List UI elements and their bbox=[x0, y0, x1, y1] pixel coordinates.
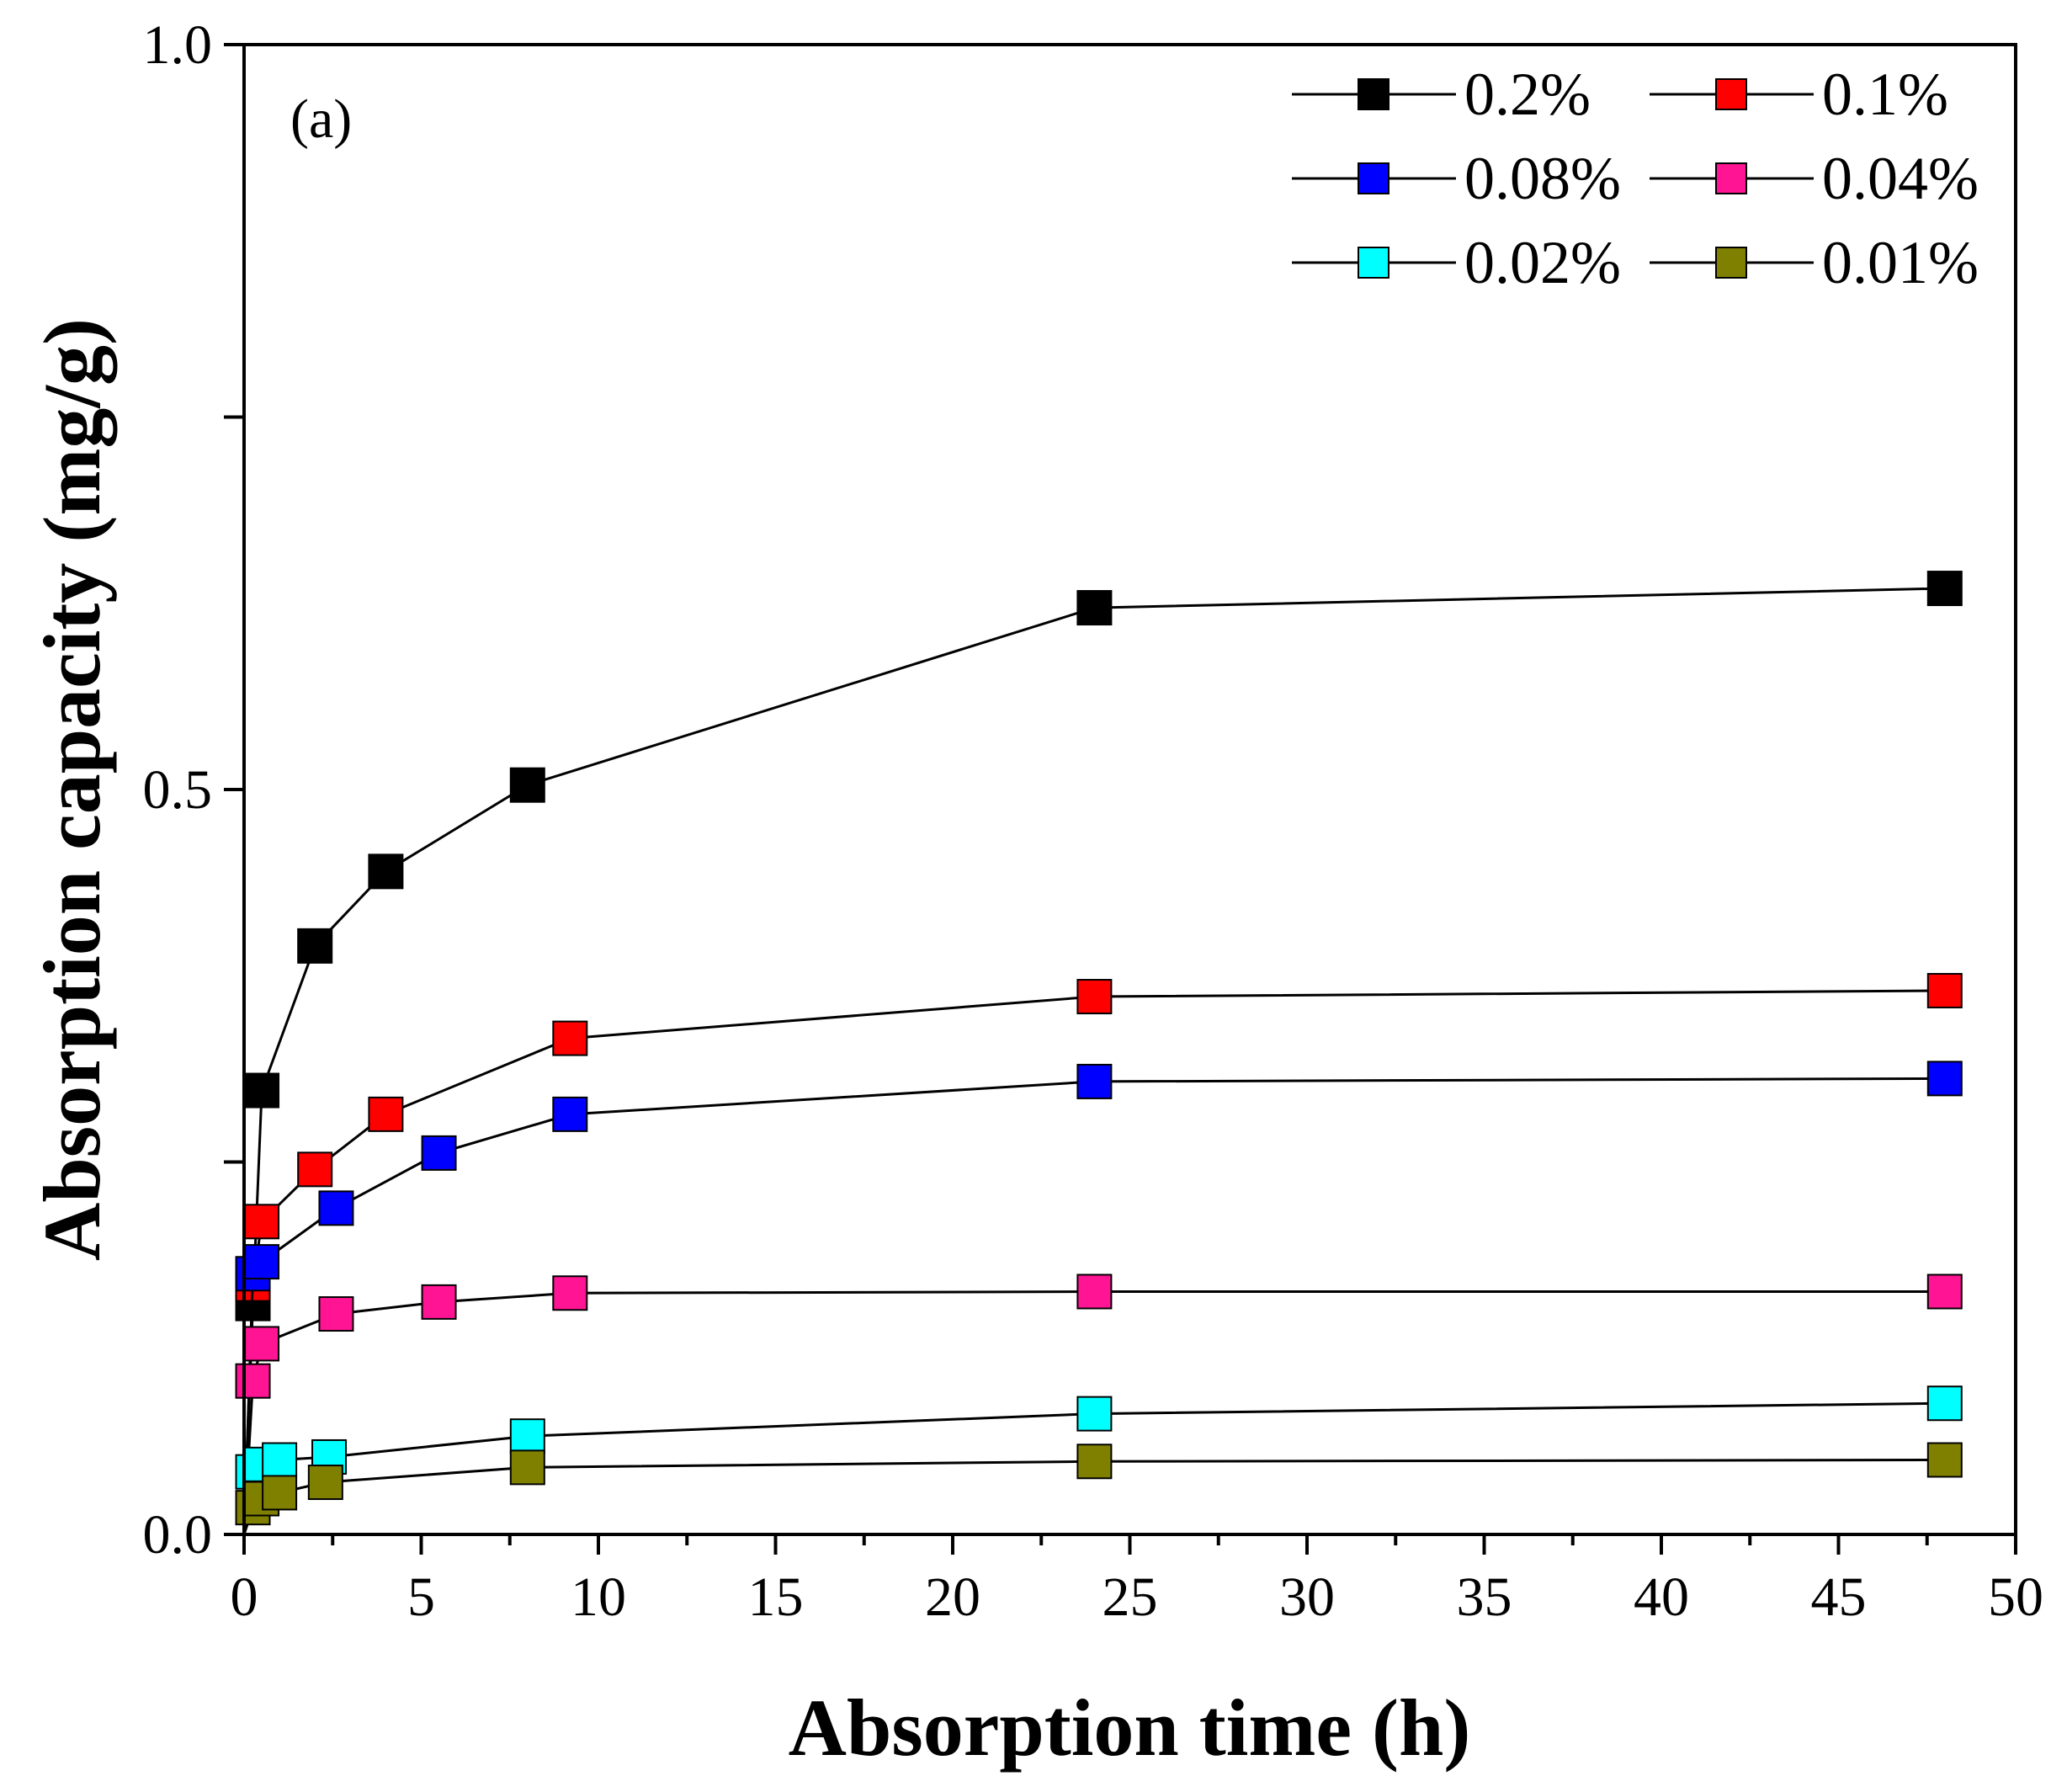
series-0p01pct bbox=[235, 1442, 1963, 1535]
data-point bbox=[509, 1449, 545, 1486]
y-tick-label: 0.0 bbox=[143, 1504, 213, 1566]
data-point bbox=[509, 767, 545, 803]
legend-label: 0.02% bbox=[1464, 229, 1621, 296]
legend-marker bbox=[1358, 162, 1389, 194]
legend: 0.2% 0.1% 0.08% 0.04% 0.02% 0.01% bbox=[1292, 61, 1979, 296]
data-point bbox=[1076, 1396, 1113, 1432]
series-0p04pct bbox=[235, 1274, 1963, 1535]
data-point bbox=[244, 1204, 280, 1240]
data-point bbox=[1926, 1274, 1963, 1310]
data-point bbox=[552, 1096, 588, 1132]
y-tick-label: 0.5 bbox=[143, 759, 213, 821]
data-point bbox=[368, 1096, 404, 1132]
data-point bbox=[1076, 590, 1113, 626]
series-0p08pct bbox=[235, 1061, 1963, 1535]
data-point bbox=[1076, 1444, 1113, 1480]
data-point bbox=[552, 1020, 588, 1056]
data-point bbox=[1076, 979, 1113, 1015]
panel-label: (a) bbox=[290, 88, 352, 150]
legend-label: 0.1% bbox=[1822, 61, 1948, 128]
legend-label: 0.01% bbox=[1822, 229, 1979, 296]
legend-label: 0.2% bbox=[1464, 61, 1591, 128]
data-point bbox=[307, 1465, 343, 1501]
legend-item-0p02pct: 0.02% bbox=[1292, 229, 1621, 296]
data-point bbox=[235, 1363, 271, 1399]
x-tick-label: 30 bbox=[1279, 1566, 1335, 1628]
y-axis-label: Absorption capacity (mg/g) bbox=[27, 318, 117, 1261]
data-point bbox=[244, 1072, 280, 1109]
legend-item-0p01pct: 0.01% bbox=[1650, 229, 1979, 296]
x-tick-label: 0 bbox=[231, 1566, 258, 1628]
x-tick-label: 45 bbox=[1811, 1566, 1867, 1628]
data-point bbox=[262, 1442, 298, 1478]
x-tick-label: 10 bbox=[571, 1566, 626, 1628]
data-point bbox=[1926, 1061, 1963, 1097]
data-point bbox=[1926, 571, 1963, 607]
legend-item-0p04pct: 0.04% bbox=[1650, 145, 1979, 212]
axis-ticks: 0 5 10 15 20 25 30 35 40 45 50 0.0 0.5 1.0 bbox=[143, 14, 2044, 1628]
y-tick-label: 1.0 bbox=[143, 14, 213, 76]
data-point bbox=[552, 1275, 588, 1311]
data-point bbox=[318, 1190, 354, 1226]
legend-item-0p1pct: 0.1% bbox=[1650, 61, 1948, 128]
data-point bbox=[297, 928, 333, 964]
data-point bbox=[244, 1244, 280, 1280]
legend-marker bbox=[1358, 247, 1389, 279]
legend-item-0p2pct: 0.2% bbox=[1292, 61, 1591, 128]
legend-marker bbox=[1715, 247, 1747, 279]
legend-marker bbox=[1715, 162, 1747, 194]
data-point bbox=[1926, 1385, 1963, 1422]
x-tick-label: 25 bbox=[1103, 1566, 1158, 1628]
data-point bbox=[368, 853, 404, 890]
data-point bbox=[297, 1151, 333, 1188]
data-point bbox=[244, 1326, 280, 1362]
legend-label: 0.08% bbox=[1464, 145, 1621, 212]
x-tick-label: 15 bbox=[748, 1566, 804, 1628]
x-tick-label: 35 bbox=[1457, 1566, 1512, 1628]
data-point bbox=[318, 1296, 354, 1332]
data-point bbox=[1076, 1063, 1113, 1099]
legend-marker bbox=[1715, 78, 1747, 110]
data-point bbox=[1926, 1442, 1963, 1478]
x-tick-label: 5 bbox=[407, 1566, 435, 1628]
x-axis-label: Absorption time (h) bbox=[789, 1683, 1471, 1773]
legend-label: 0.04% bbox=[1822, 145, 1979, 212]
data-point bbox=[262, 1475, 298, 1511]
legend-item-0p08pct: 0.08% bbox=[1292, 145, 1621, 212]
data-point bbox=[1926, 972, 1963, 1008]
data-point bbox=[1076, 1274, 1113, 1310]
data-point bbox=[421, 1284, 457, 1320]
x-tick-label: 40 bbox=[1634, 1566, 1689, 1628]
x-tick-label: 20 bbox=[925, 1566, 980, 1628]
x-tick-label: 50 bbox=[1988, 1566, 2043, 1628]
legend-marker bbox=[1358, 78, 1389, 110]
data-point bbox=[509, 1418, 545, 1454]
data-point bbox=[421, 1135, 457, 1171]
series-layer bbox=[235, 571, 1963, 1535]
